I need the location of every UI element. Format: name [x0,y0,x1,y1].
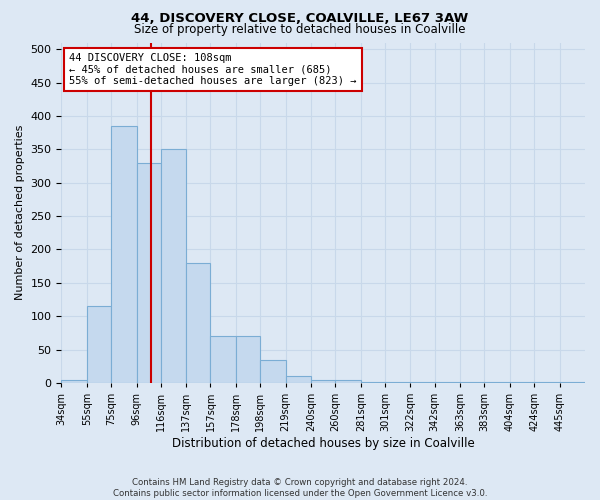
Bar [560,382,585,383]
Bar [87,306,111,383]
Bar [534,382,560,383]
Text: Size of property relative to detached houses in Coalville: Size of property relative to detached ho… [134,22,466,36]
Bar [161,150,186,383]
Bar [211,336,236,383]
Bar [460,382,484,383]
Bar [286,376,311,383]
Bar [361,382,385,383]
Text: 44, DISCOVERY CLOSE, COALVILLE, LE67 3AW: 44, DISCOVERY CLOSE, COALVILLE, LE67 3AW [131,12,469,26]
Text: 44 DISCOVERY CLOSE: 108sqm
← 45% of detached houses are smaller (685)
55% of sem: 44 DISCOVERY CLOSE: 108sqm ← 45% of deta… [69,52,357,86]
Bar [236,336,260,383]
Text: Contains HM Land Registry data © Crown copyright and database right 2024.
Contai: Contains HM Land Registry data © Crown c… [113,478,487,498]
Bar [410,382,435,383]
Bar [61,380,87,383]
Bar [510,382,534,383]
Bar [335,380,361,383]
Bar [111,126,137,383]
Bar [311,380,335,383]
Bar [385,382,410,383]
Y-axis label: Number of detached properties: Number of detached properties [15,125,25,300]
Bar [484,382,510,383]
X-axis label: Distribution of detached houses by size in Coalville: Distribution of detached houses by size … [172,437,475,450]
Bar [435,382,460,383]
Bar [186,263,211,383]
Bar [137,162,161,383]
Bar [260,360,286,383]
